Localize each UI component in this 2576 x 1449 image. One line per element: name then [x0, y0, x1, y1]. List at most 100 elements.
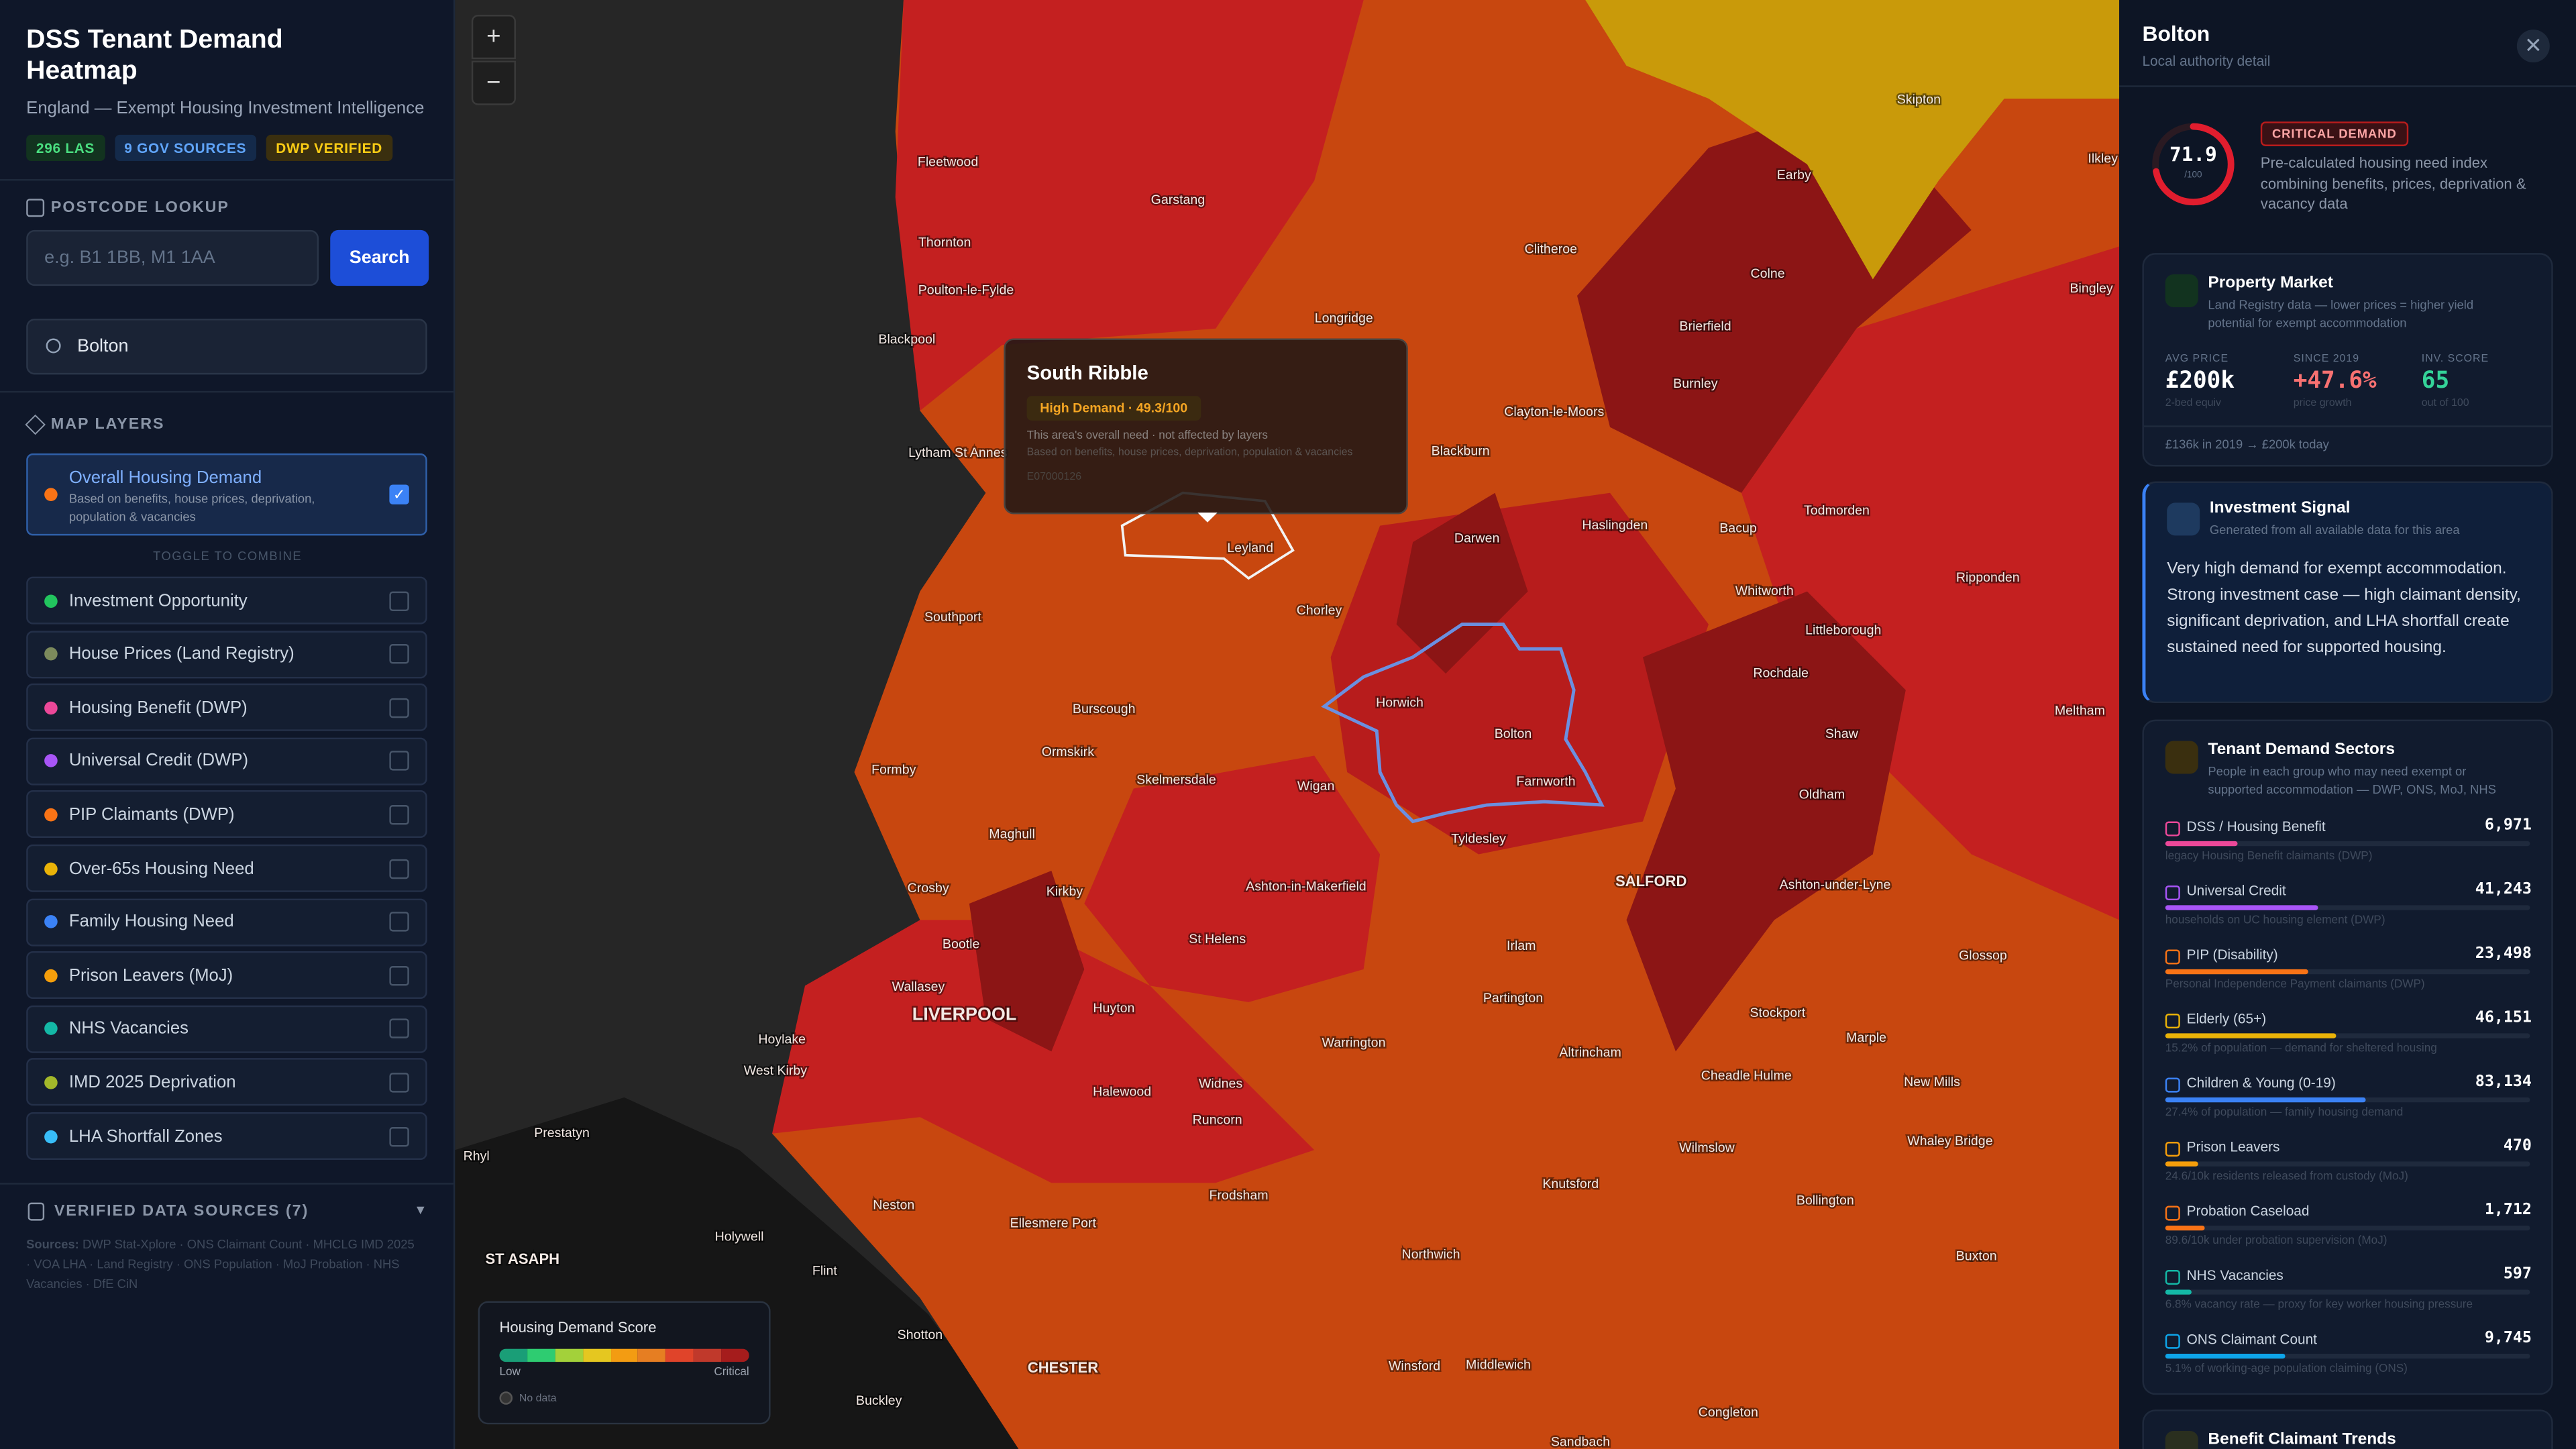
icon: [28, 1202, 45, 1221]
map[interactable]: Fleetwood Garstang Thornton Poulton-le-Fyld…: [455, 0, 2120, 1449]
section-label: VERIFIED DATA SOURCES (7): [54, 1202, 309, 1221]
region[interactable]: [969, 870, 1085, 1052]
legend-title: Housing Demand Score: [499, 1319, 657, 1336]
legend-step: [721, 1348, 749, 1362]
place-label: Tyldesley: [1451, 832, 1506, 847]
sector-bar: [2165, 1225, 2206, 1231]
tooltip-title: South Ribble: [1026, 361, 1148, 385]
region[interactable]: [1741, 246, 2120, 920]
score-max: /100: [2184, 169, 2202, 179]
checkbox[interactable]: [389, 912, 409, 932]
checkbox[interactable]: [389, 858, 409, 878]
checkbox[interactable]: [389, 1126, 409, 1146]
divider: [2143, 425, 2552, 427]
sector-icon: [2165, 1205, 2180, 1221]
layer-item[interactable]: Universal Credit (DWP): [26, 737, 427, 786]
zoom-in[interactable]: +: [471, 15, 516, 60]
layer-item[interactable]: Housing Benefit (DWP): [26, 684, 427, 732]
checkbox[interactable]: [389, 804, 409, 825]
sector-bar: [2165, 1097, 2366, 1103]
checkbox[interactable]: [389, 590, 409, 610]
search-button[interactable]: Search: [330, 229, 429, 286]
sector-icon: [2165, 1270, 2180, 1285]
legend-low: Low: [499, 1366, 521, 1379]
sector-name: Universal Credit: [2186, 882, 2286, 899]
sector-value: 23,498: [2475, 945, 2532, 963]
checkbox[interactable]: [389, 965, 409, 985]
layer-item[interactable]: LHA Shortfall Zones: [26, 1112, 427, 1160]
sector-note: legacy Housing Benefit claimants (DWP): [2165, 851, 2373, 863]
layer-item[interactable]: Investment Opportunity: [26, 576, 427, 625]
area-search[interactable]: Bolton: [26, 319, 427, 375]
sector-value: 83,134: [2475, 1073, 2532, 1091]
layer-name: Universal Credit (DWP): [68, 751, 249, 771]
checkbox[interactable]: [389, 644, 409, 664]
sector-value: 470: [2503, 1136, 2532, 1155]
region[interactable]: [772, 920, 1315, 1183]
region[interactable]: [895, 0, 1364, 411]
sector-note: Personal Independence Payment claimants …: [2165, 979, 2425, 991]
legend-step: [527, 1348, 555, 1362]
close-button[interactable]: ✕: [2516, 30, 2550, 63]
active-layer[interactable]: Overall Housing Demand Based on benefits…: [26, 453, 427, 536]
legend-ends: Low Critical: [499, 1367, 749, 1379]
checkbox[interactable]: [389, 751, 409, 771]
stat-note: out of 100: [2421, 397, 2469, 409]
place-label: Rhyl: [464, 1148, 490, 1163]
layer-item[interactable]: IMD 2025 Deprivation: [26, 1059, 427, 1107]
legend: Housing Demand Score Low Critical No data: [478, 1301, 771, 1425]
sectors-card: Tenant Demand Sectors People in each gro…: [2142, 719, 2553, 1395]
place-label: Shotton: [898, 1328, 943, 1342]
region[interactable]: [1585, 0, 2120, 280]
sector-note: 5.1% of working-age population claiming …: [2165, 1363, 2408, 1375]
region[interactable]: [1396, 492, 1528, 674]
sector-note: households on UC housing element (DWP): [2165, 915, 2385, 927]
stat-label: INV. SCORE: [2421, 353, 2489, 365]
place-label: Partington: [1483, 991, 1543, 1006]
region[interactable]: [1084, 755, 1381, 1002]
search-value: Bolton: [77, 337, 129, 357]
layer-name: IMD 2025 Deprivation: [68, 1072, 236, 1093]
stat-note: 2-bed equiv: [2165, 397, 2221, 409]
place-label: Bolton: [1495, 727, 1532, 741]
zoom-out[interactable]: −: [471, 60, 516, 105]
layer-item[interactable]: Prison Leavers (MoJ): [26, 951, 427, 1000]
price-history: £136k in 2019 → £200k today: [2165, 437, 2329, 452]
nodata-label: No data: [519, 1392, 557, 1404]
place-label: Runcorn: [1193, 1112, 1242, 1127]
layer-dot: [44, 594, 58, 607]
place-label: Chorley: [1297, 603, 1342, 618]
layer-name: NHS Vacancies: [68, 1019, 189, 1039]
place-label: Horwich: [1376, 695, 1424, 710]
place-label: Skelmersdale: [1136, 772, 1216, 787]
checkbox-checked[interactable]: ✓: [389, 484, 409, 504]
place-label: Cheadle Hulme: [1701, 1068, 1792, 1083]
layer-item[interactable]: PIP Claimants (DWP): [26, 790, 427, 839]
tooltip-pointer: [1197, 513, 1218, 523]
place-label: Wigan: [1297, 779, 1335, 794]
place-label: Ormskirk: [1042, 745, 1095, 759]
expand-toggle[interactable]: ▼: [414, 1202, 427, 1218]
checkbox[interactable]: [389, 1019, 409, 1039]
layer-item[interactable]: NHS Vacancies: [26, 1005, 427, 1053]
sector-track: [2165, 1033, 2530, 1038]
layer-dot: [44, 915, 58, 928]
place-label: Blackpool: [878, 332, 935, 347]
legend-step: [665, 1348, 694, 1362]
card-subtitle: Generated from all available data for th…: [2209, 522, 2460, 537]
postcode-input[interactable]: e.g. B1 1BB, M1 1AA: [26, 229, 319, 286]
place-label: Clitheroe: [1525, 241, 1577, 256]
layer-item[interactable]: Over-65s Housing Need: [26, 844, 427, 892]
sector-track: [2165, 1161, 2530, 1167]
checkbox[interactable]: [389, 1072, 409, 1093]
stat-label: AVG PRICE: [2165, 353, 2229, 365]
legend-step: [638, 1348, 666, 1362]
sector-bar: [2165, 1289, 2191, 1295]
signal-card: Investment Signal Generated from all ava…: [2142, 481, 2553, 704]
card-subtitle: Land Registry data — lower prices = high…: [2208, 297, 2474, 331]
checkbox[interactable]: [389, 698, 409, 718]
region[interactable]: [1626, 591, 1906, 1052]
place-label: Todmorden: [1804, 503, 1870, 518]
layer-item[interactable]: Family Housing Need: [26, 898, 427, 946]
layer-item[interactable]: House Prices (Land Registry): [26, 630, 427, 678]
